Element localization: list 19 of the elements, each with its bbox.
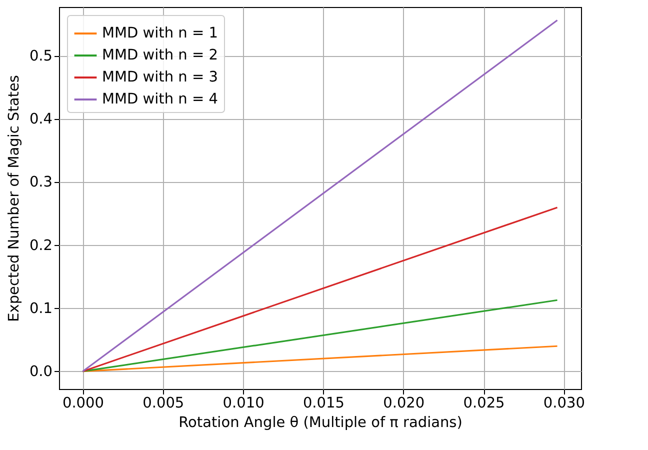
y-tick-label: 0.2 xyxy=(29,238,52,254)
x-axis-title: Rotation Angle θ (Multiple of π radians) xyxy=(178,415,462,431)
x-tick-label: 0.010 xyxy=(222,396,264,412)
legend-label: MMD with n = 3 xyxy=(102,70,218,86)
y-tick-label: 0.5 xyxy=(29,48,52,65)
x-tick-label: 0.000 xyxy=(62,396,104,412)
y-tick-label: 0.4 xyxy=(29,112,52,128)
legend-label: MMD with n = 1 xyxy=(102,26,218,42)
y-tick-label: 0.0 xyxy=(29,364,52,380)
y-axis-title: Expected Number of Magic States xyxy=(6,75,22,322)
legend-label: MMD with n = 2 xyxy=(102,48,218,64)
legend-label: MMD with n = 4 xyxy=(102,92,218,108)
x-tick-label: 0.020 xyxy=(383,396,425,412)
y-tick-label: 0.3 xyxy=(29,174,52,191)
x-tick-label: 0.015 xyxy=(302,396,344,412)
x-tick-label: 0.025 xyxy=(463,396,505,412)
x-tick-label: 0.030 xyxy=(543,396,585,412)
x-tick-label: 0.005 xyxy=(142,396,184,412)
y-tick-label: 0.1 xyxy=(29,300,52,317)
